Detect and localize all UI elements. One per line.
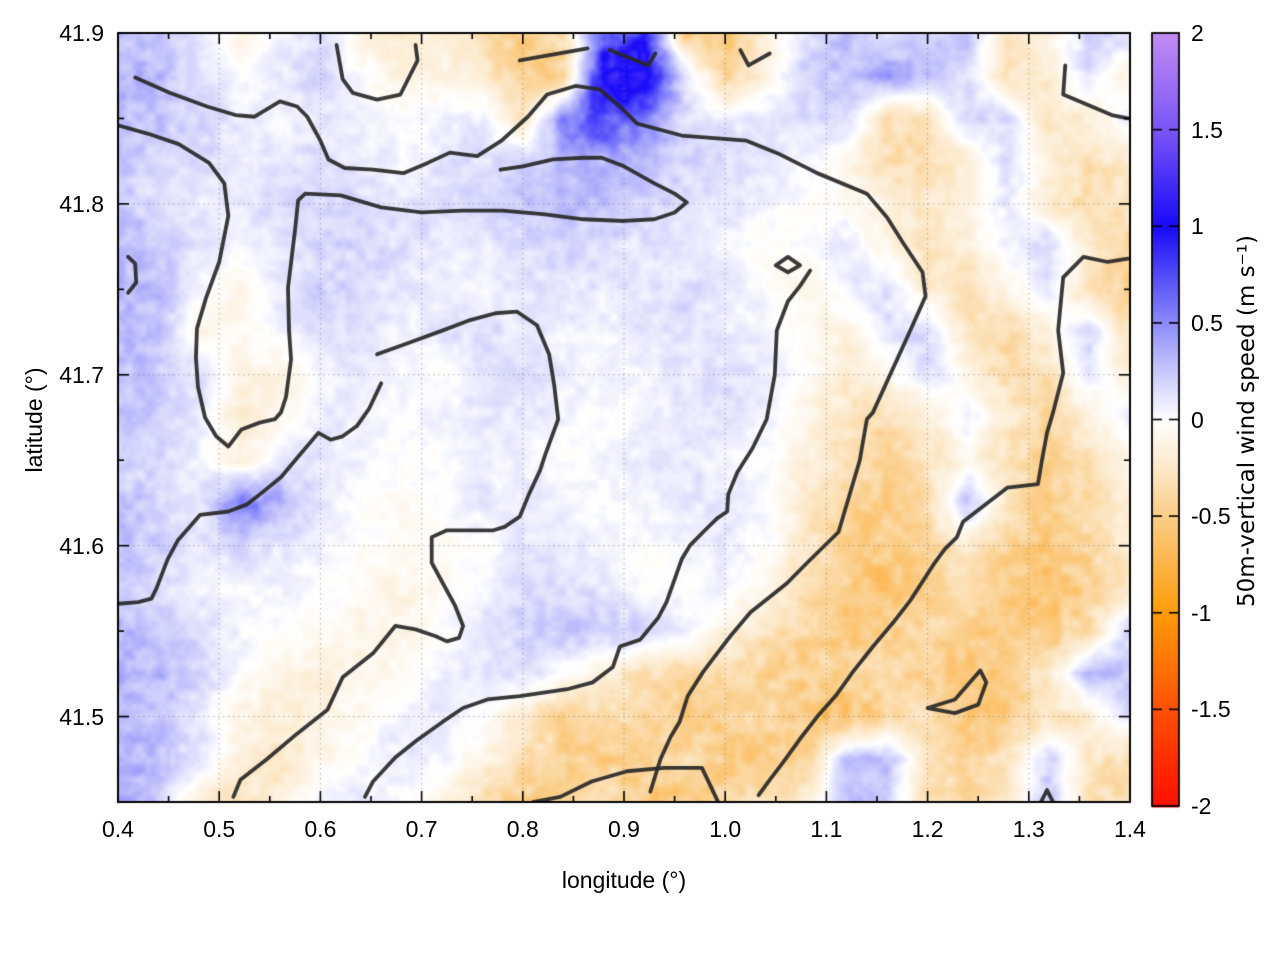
x-axis-label: longitude (°): [561, 867, 687, 893]
x-tick-label: 1.4: [1114, 816, 1146, 842]
colorbar-tick-label: -1.5: [1191, 696, 1231, 723]
y-axis-label: latitude (°): [21, 367, 47, 473]
colorbar-tick-label: -2: [1191, 793, 1212, 819]
x-tick-label: 1.1: [810, 816, 843, 842]
x-tick-label: 0.5: [203, 816, 236, 842]
y-tick-label: 41.9: [59, 20, 104, 46]
y-tick-label: 41.6: [59, 532, 104, 559]
x-tick-label: 1.3: [1012, 816, 1045, 842]
colorbar-tick-label: -0.5: [1191, 503, 1231, 530]
x-tick-label: 0.9: [608, 816, 640, 842]
colorbar-tick-label: 1: [1191, 213, 1204, 240]
x-tick-label: 0.6: [304, 816, 337, 842]
colorbar-tick-label: 0.5: [1191, 309, 1223, 336]
colorbar-tick-label: -1: [1191, 599, 1212, 626]
x-tick-label: 0.7: [405, 816, 438, 842]
x-tick-label: 1.2: [911, 816, 944, 842]
y-tick-label: 41.8: [59, 190, 104, 217]
y-tick-label: 41.5: [59, 703, 104, 730]
colorbar-tick-label: 1.5: [1191, 116, 1223, 143]
colorbar-tick-label: 2: [1191, 20, 1204, 46]
y-tick-label: 41.7: [59, 361, 104, 388]
x-tick-label: 0.4: [102, 816, 134, 842]
x-tick-label: 0.8: [506, 816, 539, 842]
colorbar-tick-label: 0: [1191, 406, 1204, 433]
x-tick-label: 1.0: [709, 816, 742, 842]
